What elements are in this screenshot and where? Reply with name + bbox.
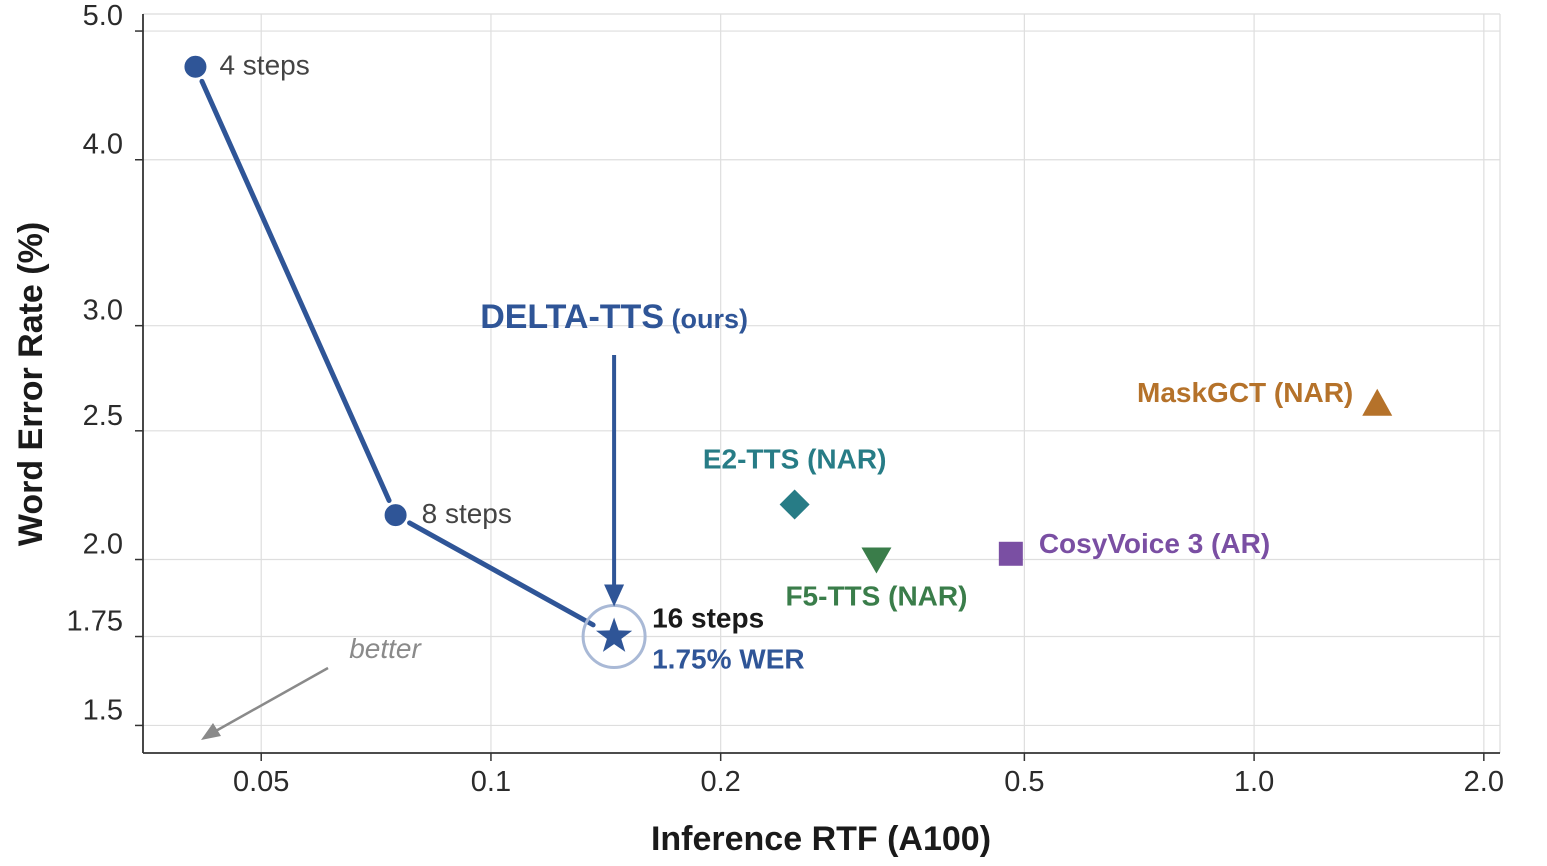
better-label: better (349, 633, 422, 664)
maskgct-marker (1362, 388, 1393, 416)
y-tick-label: 5.0 (83, 0, 123, 32)
x-tick-label: 1.0 (1234, 766, 1274, 798)
label-8-steps: 8 steps (422, 498, 512, 529)
e2-tts-marker (779, 489, 810, 520)
point-8-steps (382, 502, 409, 529)
maskgct-label: MaskGCT (NAR) (1137, 377, 1353, 408)
y-ticks: 1.5 1.75 2.0 2.5 3.0 4.0 5.0 (67, 0, 143, 726)
label-wer: 1.75% WER (652, 644, 805, 675)
y-tick-label: 1.5 (83, 694, 123, 726)
annotations: better (201, 633, 422, 740)
better-arrow-line (213, 666, 329, 734)
x-ticks: 0.05 0.1 0.2 0.5 1.0 2.0 (233, 753, 1504, 798)
y-tick-label: 3.0 (83, 295, 123, 327)
baseline-series: E2-TTS (NAR) F5-TTS (NAR) CosyVoice 3 (AR)… (703, 377, 1393, 612)
f5-tts-label: F5-TTS (NAR) (785, 581, 967, 612)
x-axis-title: Inference RTF (A100) (651, 820, 991, 858)
axes (142, 14, 1500, 754)
label-4-steps: 4 steps (219, 50, 309, 81)
x-tick-label: 0.1 (471, 766, 511, 798)
f5-tts-marker (861, 547, 892, 574)
point-4-steps (182, 53, 209, 80)
series-line-segment (407, 520, 596, 628)
series-title: DELTA-TTS (ours) (480, 298, 748, 336)
x-tick-label: 0.5 (1004, 766, 1044, 798)
x-tick-label: 2.0 (1464, 766, 1504, 798)
grid (143, 13, 1501, 753)
star-icon (596, 617, 633, 652)
y-axis-title: Word Error Rate (%) (12, 222, 50, 546)
x-tick-label: 0.2 (701, 766, 741, 798)
down-arrow-icon (604, 584, 625, 607)
y-tick-label: 2.5 (83, 400, 123, 432)
series-line-segment (199, 78, 392, 504)
x-tick-label: 0.05 (233, 766, 289, 798)
y-tick-label: 1.75 (67, 606, 123, 638)
e2-tts-label: E2-TTS (NAR) (703, 444, 887, 475)
y-tick-label: 4.0 (83, 129, 123, 161)
series-ours: 4 steps 8 steps 16 steps 1.75% WER DELTA-TTS… (182, 50, 805, 675)
better-arrow-icon (201, 723, 221, 740)
label-16-steps: 16 steps (652, 603, 764, 634)
cosyvoice-label: CosyVoice 3 (AR) (1039, 528, 1270, 559)
y-tick-label: 2.0 (83, 529, 123, 561)
cosyvoice-marker (998, 541, 1023, 566)
